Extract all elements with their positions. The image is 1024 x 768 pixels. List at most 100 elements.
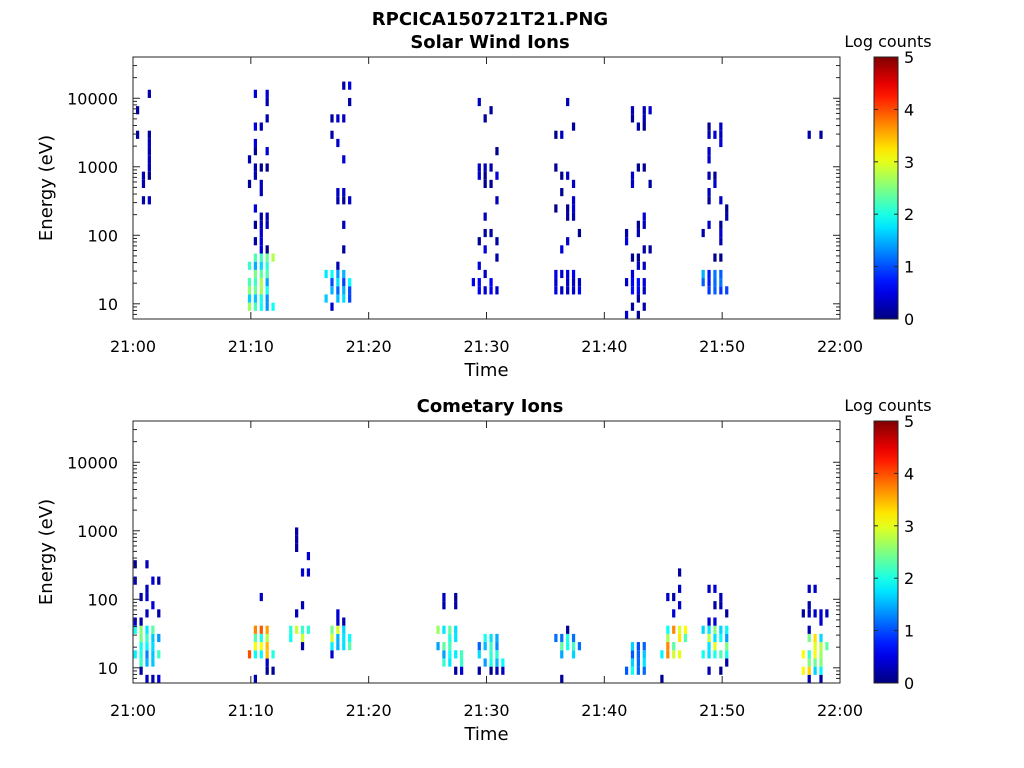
heatmap-cell bbox=[454, 633, 458, 643]
heatmap-cell bbox=[630, 106, 635, 115]
heatmap-cell bbox=[271, 302, 275, 311]
heatmap-cell bbox=[807, 601, 811, 610]
heatmap-cell bbox=[147, 196, 151, 205]
heatmap-cell bbox=[571, 633, 576, 643]
heatmap-cell bbox=[483, 658, 487, 667]
heatmap-cell bbox=[145, 609, 149, 618]
heatmap-cell bbox=[636, 163, 640, 172]
burst-4 bbox=[436, 592, 464, 675]
colorbar-tick-label: 1 bbox=[904, 622, 914, 641]
heatmap-cell bbox=[295, 625, 299, 634]
heatmap-cell bbox=[495, 286, 499, 295]
heatmap-cell bbox=[683, 625, 688, 634]
heatmap-cell bbox=[289, 625, 293, 634]
heatmap-cell bbox=[807, 625, 811, 634]
heatmap-cell bbox=[630, 666, 635, 675]
heatmap-cell bbox=[719, 633, 723, 643]
heatmap-cell bbox=[636, 310, 640, 319]
heatmap-cell bbox=[713, 625, 717, 634]
colorbar-tick-label: 0 bbox=[904, 674, 914, 693]
heatmap-cell bbox=[677, 650, 682, 659]
heatmap-cell bbox=[342, 633, 346, 643]
heatmap-cell bbox=[571, 122, 576, 131]
burst-5 bbox=[477, 633, 505, 675]
heatmap-cell bbox=[151, 601, 155, 610]
heatmap-cell bbox=[147, 171, 151, 180]
heatmap-cell bbox=[330, 130, 334, 139]
heatmap-cell bbox=[489, 228, 493, 238]
heatmap-cell bbox=[133, 560, 137, 569]
heatmap-cell bbox=[265, 163, 269, 172]
x-tick-label: 21:30 bbox=[463, 337, 509, 356]
heatmap-cell bbox=[489, 658, 493, 667]
y-tick-label: 100 bbox=[87, 590, 118, 609]
heatmap-cell bbox=[265, 147, 269, 156]
heatmap-cell bbox=[336, 633, 340, 643]
heatmap-cell bbox=[259, 179, 263, 188]
heatmap-cell bbox=[259, 625, 263, 634]
heatmap-cell bbox=[477, 261, 481, 270]
heatmap-cell bbox=[713, 617, 717, 626]
heatmap-cell bbox=[677, 568, 682, 577]
heatmap-cell bbox=[145, 625, 149, 634]
heatmap-cell bbox=[342, 155, 346, 164]
x-axis-label: Time bbox=[463, 724, 508, 745]
heatmap-cell bbox=[477, 666, 481, 675]
heatmap-cell bbox=[265, 625, 269, 634]
colorbar-tick-label: 2 bbox=[904, 569, 914, 588]
heatmap-cell bbox=[819, 658, 823, 667]
heatmap-cell bbox=[719, 650, 723, 659]
heatmap-cell bbox=[801, 609, 805, 618]
heatmap-cell bbox=[560, 633, 564, 643]
heatmap-cell bbox=[677, 633, 682, 643]
heatmap-cell bbox=[348, 97, 352, 107]
heatmap-cell bbox=[819, 650, 823, 659]
heatmap-cell bbox=[560, 188, 564, 197]
burst-6 bbox=[554, 625, 582, 683]
heatmap-cell bbox=[825, 609, 829, 618]
heatmap-cell bbox=[454, 601, 458, 610]
heatmap-cell bbox=[139, 617, 143, 626]
heatmap-cell bbox=[642, 163, 646, 172]
heatmap-cell bbox=[477, 171, 481, 180]
heatmap-cell bbox=[719, 601, 723, 610]
heatmap-cell bbox=[560, 650, 564, 659]
heatmap-cell bbox=[483, 269, 487, 279]
heatmap-cell bbox=[636, 642, 640, 651]
heatmap-cell bbox=[825, 642, 829, 651]
heatmap-cell bbox=[459, 666, 464, 675]
heatmap-cell bbox=[636, 666, 640, 675]
heatmap-cell bbox=[719, 269, 723, 279]
heatmap-cell bbox=[145, 592, 149, 602]
heatmap-cell bbox=[495, 666, 499, 675]
heatmap-cell bbox=[253, 122, 258, 131]
heatmap-cell bbox=[725, 642, 729, 651]
heatmap-cell bbox=[807, 666, 811, 675]
heatmap-cell bbox=[624, 237, 629, 246]
heatmap-cell bbox=[630, 253, 635, 262]
heatmap-cell bbox=[554, 278, 558, 287]
heatmap-cell bbox=[147, 89, 151, 98]
heatmap-cell bbox=[330, 286, 334, 295]
heatmap-cell bbox=[454, 666, 458, 675]
heatmap-cell bbox=[630, 658, 635, 667]
heatmap-cell bbox=[707, 617, 711, 626]
heatmap-cell bbox=[489, 666, 493, 675]
burst-3 bbox=[330, 609, 352, 659]
heatmap-cell bbox=[336, 286, 340, 295]
heatmap-cell bbox=[259, 633, 263, 643]
heatmap-cell bbox=[454, 650, 458, 659]
heatmap-cell bbox=[660, 674, 664, 683]
burst-2 bbox=[289, 527, 311, 651]
heatmap-cell bbox=[630, 179, 635, 188]
heatmap-cell bbox=[495, 633, 499, 643]
heatmap-cell bbox=[630, 650, 635, 659]
heatmap-cell bbox=[636, 278, 640, 287]
heatmap-cell bbox=[271, 650, 275, 659]
heatmap-cell bbox=[483, 642, 487, 651]
heatmap-cell bbox=[707, 147, 711, 156]
heatmap-cell bbox=[713, 650, 717, 659]
heatmap-cell bbox=[707, 269, 711, 279]
heatmap-cell bbox=[342, 114, 346, 123]
heatmap-cell bbox=[642, 658, 646, 667]
